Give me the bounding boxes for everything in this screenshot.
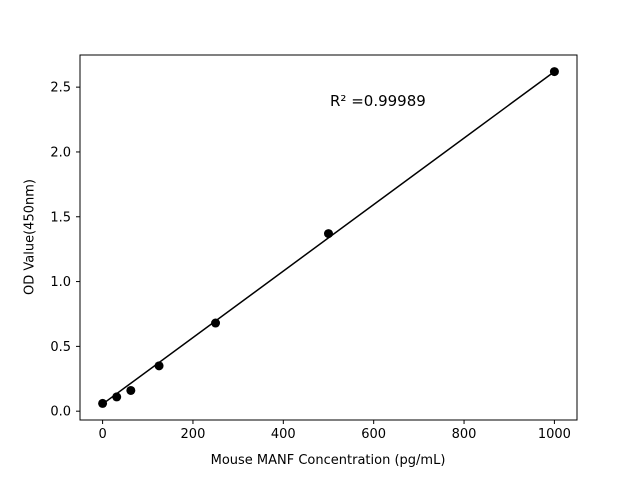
x-axis-label: Mouse MANF Concentration (pg/mL)	[210, 453, 446, 468]
x-tick-label: 800	[452, 427, 477, 442]
data-point	[211, 318, 221, 328]
data-point	[549, 67, 559, 77]
y-tick-label: 2.0	[50, 145, 71, 160]
data-point	[324, 229, 333, 239]
y-tick-label: 0.5	[50, 340, 71, 355]
r-squared-annotation: R² =0.99989	[330, 92, 426, 110]
x-tick-label: 400	[271, 427, 296, 442]
data-point	[126, 385, 136, 395]
x-tick-label: 1000	[538, 427, 571, 442]
data-point	[112, 392, 122, 402]
y-tick-label: 2.5	[50, 81, 71, 96]
y-tick-label: 1.5	[50, 210, 71, 225]
y-axis-label: OD Value(450nm)	[22, 179, 38, 295]
x-tick-label: 600	[361, 427, 386, 442]
x-tick-label: 200	[181, 427, 206, 442]
y-tick-label: 0.0	[50, 405, 71, 420]
x-tick-label: 0	[98, 427, 106, 442]
data-point	[154, 361, 164, 371]
y-tick-label: 1.0	[50, 275, 71, 290]
axes-box	[79, 54, 578, 421]
data-point	[98, 398, 108, 408]
